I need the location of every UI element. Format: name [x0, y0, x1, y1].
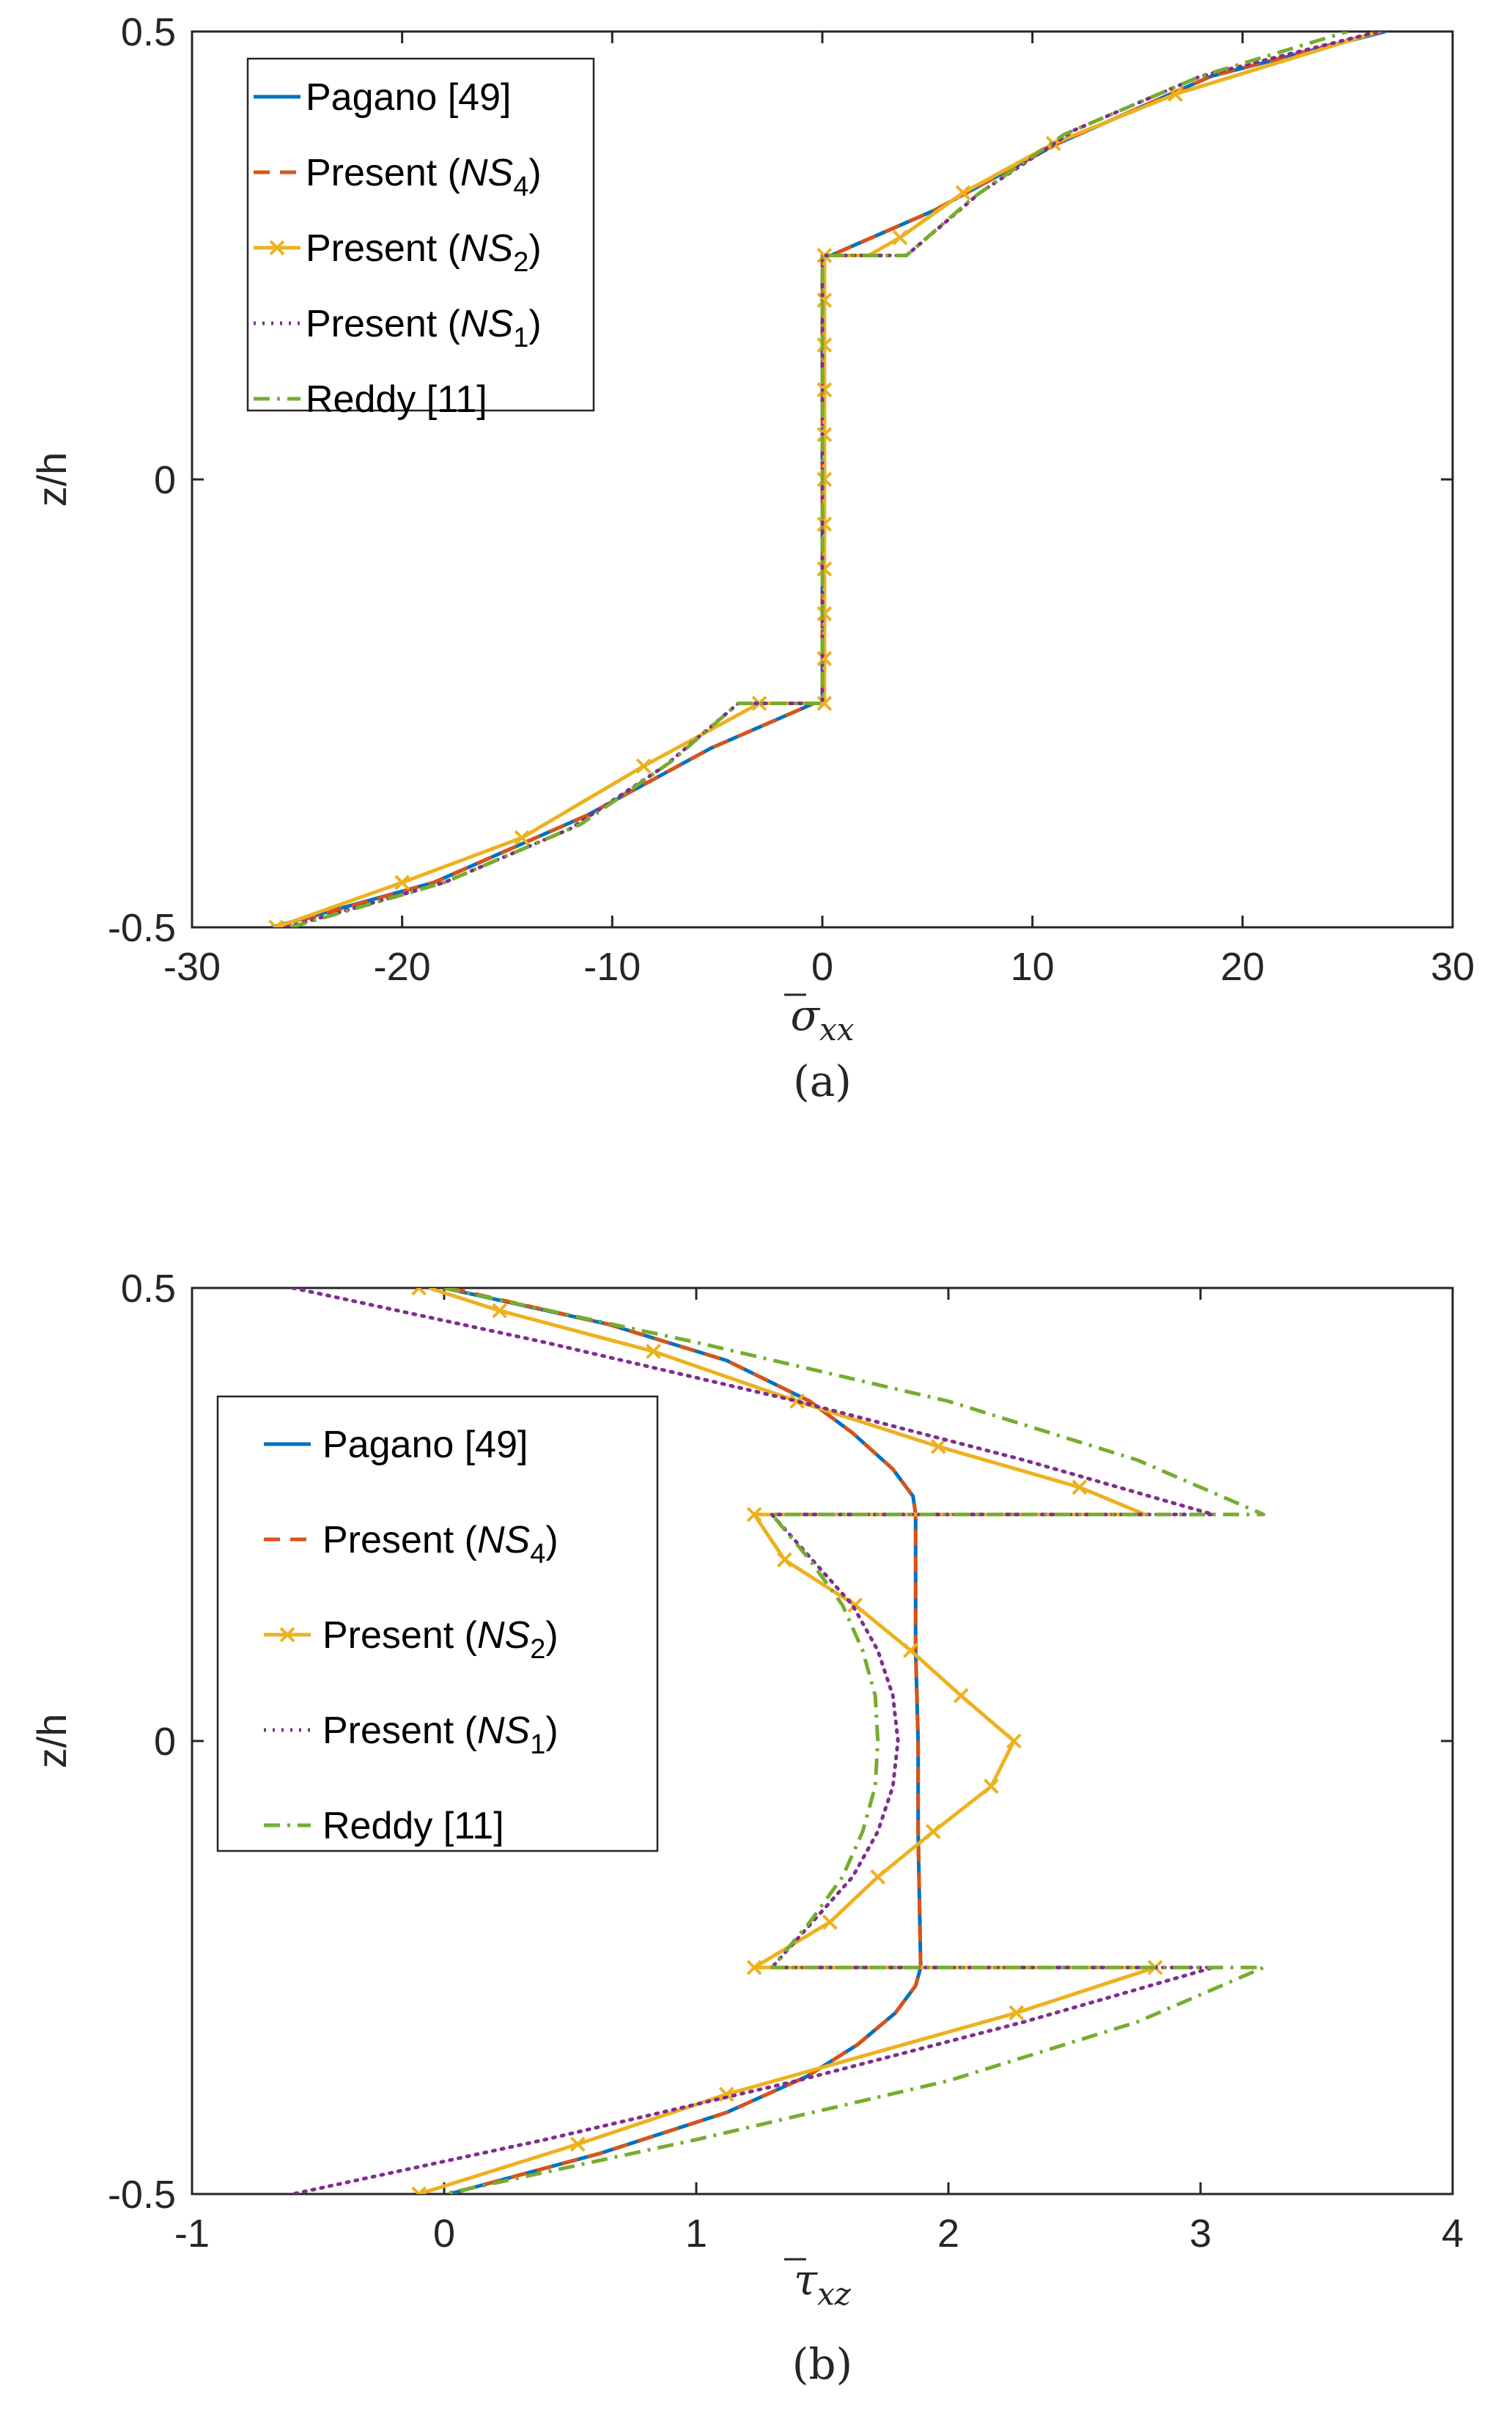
y-tick-label: 0.5 — [121, 10, 176, 54]
series-markers — [411, 1288, 1163, 2194]
legend-entry-label: Present (NS1) — [322, 1709, 558, 1760]
legend-entry-label: Present (NS2) — [306, 227, 542, 278]
chart-panel-a: -30 -20 -10 0 10 20 30 -0.5 0 0.5 z/h σxx (a) Pagano … — [29, 10, 1475, 1106]
y-tick-label: 0 — [154, 1720, 176, 1764]
y-tick-label: -0.5 — [108, 906, 176, 950]
x-tick-label: -30 — [163, 945, 221, 989]
panel-caption: (a) — [793, 1056, 852, 1106]
legend-entry-label: Reddy [11] — [306, 378, 487, 421]
legend-entry-label: Pagano [49] — [322, 1424, 528, 1466]
series-markers — [268, 86, 1184, 927]
chart-panel-b: -1 0 1 2 3 4 -0.5 0 0.5 z/h τxz (b) Pagano [49] Prese… — [29, 1267, 1464, 2389]
x-tick-label: 1 — [685, 2212, 707, 2256]
x-tick-label: 3 — [1190, 2212, 1212, 2256]
x-tick-label: 0 — [811, 945, 833, 989]
x-tick-label: -20 — [374, 945, 431, 989]
legend: Pagano [49] Present (NS4) Present (NS2) Pre… — [246, 57, 595, 421]
x-tick-label: -1 — [174, 2212, 210, 2256]
series-line-present-ns4- — [449, 1288, 923, 2194]
legend-entry-label: Present (NS4) — [322, 1519, 558, 1569]
legend-entry-label: Reddy [11] — [322, 1805, 504, 1847]
series-line-present-ns1- — [291, 1288, 1215, 2194]
x-tick-label: 20 — [1220, 945, 1264, 989]
y-tick-label: -0.5 — [108, 2173, 176, 2217]
series-line-present-ns2- — [275, 32, 1380, 927]
y-axis-label: z/h — [29, 1714, 75, 1769]
y-tick-label: 0 — [154, 458, 176, 502]
series-group — [291, 1288, 1266, 2194]
series-line-reddy-11- — [443, 1288, 1266, 2194]
y-tick-label: 0.5 — [121, 1267, 176, 1311]
x-tick-label: 0 — [433, 2212, 455, 2256]
x-axis-label: σxx — [791, 990, 855, 1048]
legend-box — [216, 1395, 659, 1852]
legend-entry-label: Present (NS1) — [306, 303, 542, 353]
panel-caption: (b) — [792, 2339, 852, 2389]
legend-entry-label: Present (NS4) — [306, 152, 542, 202]
x-tick-label: 4 — [1442, 2212, 1464, 2256]
y-axis-label: z/h — [29, 452, 75, 507]
x-tick-label: 2 — [937, 2212, 959, 2256]
legend-entry-label: Pagano [49] — [306, 76, 511, 119]
series-group — [268, 32, 1386, 927]
legend: Pagano [49] Present (NS4) Present (NS2) Pre… — [216, 1395, 659, 1852]
x-tick-label: 10 — [1011, 945, 1055, 989]
x-tick-label: 30 — [1431, 945, 1475, 989]
x-tick-label: -10 — [583, 945, 641, 989]
legend-box — [246, 57, 595, 412]
x-axis-label: τxz — [794, 2255, 852, 2312]
legend-entry-label: Present (NS2) — [322, 1614, 558, 1665]
series-line-reddy-11- — [290, 32, 1349, 927]
